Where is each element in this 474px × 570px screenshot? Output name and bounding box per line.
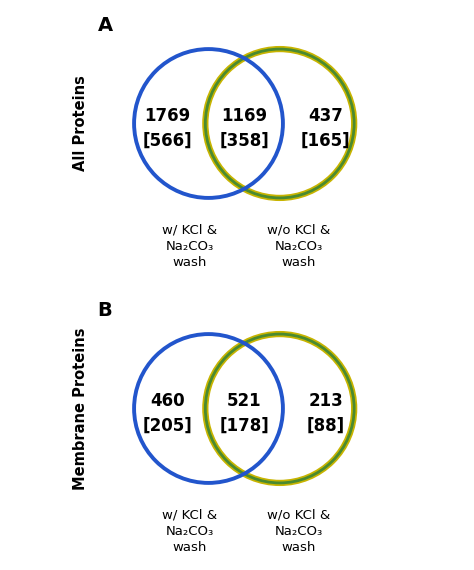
Text: 460: 460 (150, 392, 185, 410)
Text: [566]: [566] (143, 132, 192, 150)
Text: [178]: [178] (219, 417, 269, 435)
Text: w/o KCl &
Na₂CO₃
wash: w/o KCl & Na₂CO₃ wash (267, 223, 330, 269)
Text: 521: 521 (227, 392, 262, 410)
Text: w/o KCl &
Na₂CO₃
wash: w/o KCl & Na₂CO₃ wash (267, 508, 330, 554)
Text: A: A (98, 16, 113, 35)
Text: [358]: [358] (219, 132, 269, 150)
Text: [165]: [165] (301, 132, 350, 150)
Text: B: B (98, 301, 112, 320)
Text: 213: 213 (308, 392, 343, 410)
Text: [88]: [88] (307, 417, 345, 435)
Text: [205]: [205] (143, 417, 192, 435)
Text: w/ KCl &
Na₂CO₃
wash: w/ KCl & Na₂CO₃ wash (162, 223, 217, 269)
Text: 1769: 1769 (144, 107, 191, 125)
Text: 1169: 1169 (221, 107, 267, 125)
Text: All Proteins: All Proteins (73, 76, 88, 172)
Text: Membrane Proteins: Membrane Proteins (73, 327, 88, 490)
Text: w/ KCl &
Na₂CO₃
wash: w/ KCl & Na₂CO₃ wash (162, 508, 217, 554)
Text: 437: 437 (308, 107, 343, 125)
